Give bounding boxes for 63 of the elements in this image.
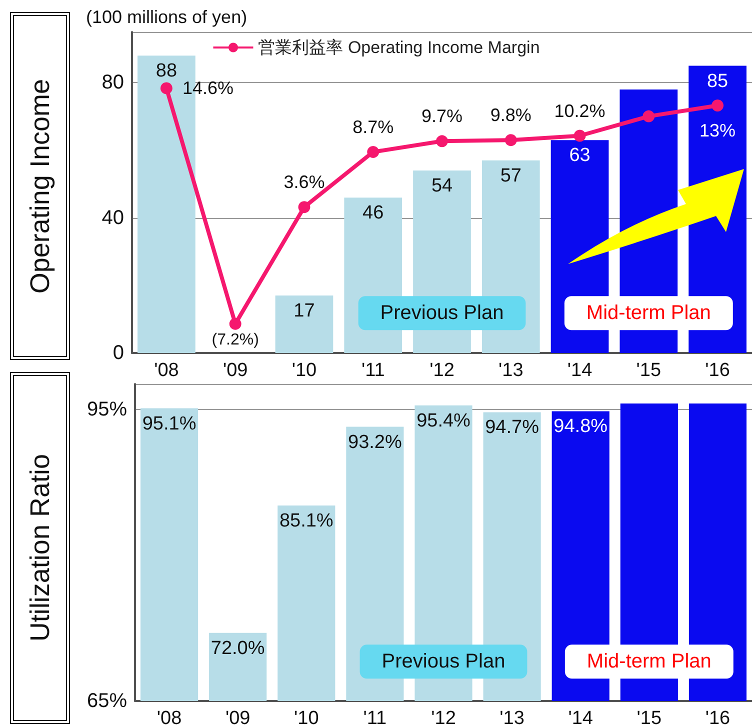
x-tick-label: '08 xyxy=(154,360,179,381)
y-tick-label: 95% xyxy=(86,398,128,420)
x-tick-label: '09 xyxy=(225,708,250,728)
data-label: 54 xyxy=(431,176,453,197)
y-tick-label: 80 xyxy=(102,72,124,94)
point xyxy=(298,201,310,214)
y-axis-title: Utilization Ratio xyxy=(24,454,56,642)
annotation: Previous Plan xyxy=(382,650,506,673)
data-label: 9.7% xyxy=(421,106,463,126)
x-tick-label: '09 xyxy=(222,360,248,381)
x-tick-label: '11 xyxy=(363,708,387,728)
point xyxy=(367,146,380,158)
data-label: 8.7% xyxy=(352,116,394,137)
point xyxy=(712,100,724,112)
x-tick-label: '13 xyxy=(498,360,524,381)
point xyxy=(504,134,517,146)
x-tick-label: '11 xyxy=(361,360,385,381)
data-label: 93.2% xyxy=(348,432,402,453)
data-label: 88 xyxy=(156,60,178,82)
point xyxy=(642,110,655,122)
data-label: 85 xyxy=(706,70,728,92)
x-tick-label: '10 xyxy=(294,708,319,728)
point xyxy=(229,318,242,330)
data-label: (7.2%) xyxy=(212,331,259,348)
data-label: 95.4% xyxy=(416,410,471,432)
y-tick-label: 65% xyxy=(86,690,128,712)
data-label: 46 xyxy=(362,202,384,224)
data-label: 94.7% xyxy=(485,417,540,438)
point xyxy=(160,82,172,94)
data-label: 94.8% xyxy=(554,416,608,438)
y-tick-label: 0 xyxy=(112,342,124,364)
y-tick-label: 40 xyxy=(102,206,124,229)
data-label: 63 xyxy=(569,145,590,166)
data-label: 10.2% xyxy=(554,100,606,121)
bar xyxy=(275,296,334,353)
point xyxy=(574,130,586,142)
data-label: 14.6% xyxy=(182,78,234,98)
data-label: 95.1% xyxy=(142,413,196,434)
annotation: Mid-term Plan xyxy=(586,302,711,324)
x-tick-label: '14 xyxy=(568,708,594,728)
data-label: 85.1% xyxy=(279,510,334,532)
x-tick-label: '16 xyxy=(705,708,730,728)
x-tick-label: '10 xyxy=(292,360,317,381)
x-tick-label: '16 xyxy=(705,360,730,381)
x-tick-label: '15 xyxy=(636,360,662,381)
annotation: Mid-term Plan xyxy=(586,650,712,673)
x-tick-label: '13 xyxy=(500,708,524,728)
point xyxy=(436,135,448,148)
data-label: 17 xyxy=(294,300,315,322)
x-tick-label: '08 xyxy=(156,708,182,728)
legend-label: 営業利益率 Operating Income Margin xyxy=(258,38,540,57)
data-label: 57 xyxy=(500,165,522,186)
x-tick-label: '12 xyxy=(431,708,456,728)
annotation: Previous Plan xyxy=(380,302,504,324)
text: (100 millions of yen) xyxy=(86,7,248,27)
x-tick-label: '15 xyxy=(636,708,662,728)
y-axis-title: Operating Income xyxy=(24,78,56,294)
data-label: 13% xyxy=(700,120,736,140)
x-tick-label: '12 xyxy=(430,360,454,381)
x-tick-label: '14 xyxy=(567,360,593,381)
data-label: 3.6% xyxy=(284,172,325,192)
data-label: 9.8% xyxy=(490,105,532,126)
data-label: 72.0% xyxy=(210,638,265,659)
